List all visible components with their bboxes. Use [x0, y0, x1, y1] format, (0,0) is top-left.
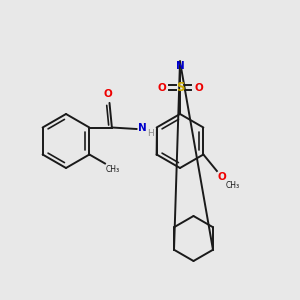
- Text: N: N: [138, 123, 146, 133]
- Text: O: O: [194, 82, 203, 93]
- Text: O: O: [157, 82, 166, 93]
- Text: H: H: [147, 129, 153, 138]
- Text: O: O: [103, 89, 112, 99]
- Text: O: O: [218, 172, 226, 182]
- Text: S: S: [176, 81, 184, 94]
- Text: N: N: [176, 61, 184, 71]
- Text: CH₃: CH₃: [106, 165, 120, 174]
- Text: CH₃: CH₃: [225, 182, 239, 190]
